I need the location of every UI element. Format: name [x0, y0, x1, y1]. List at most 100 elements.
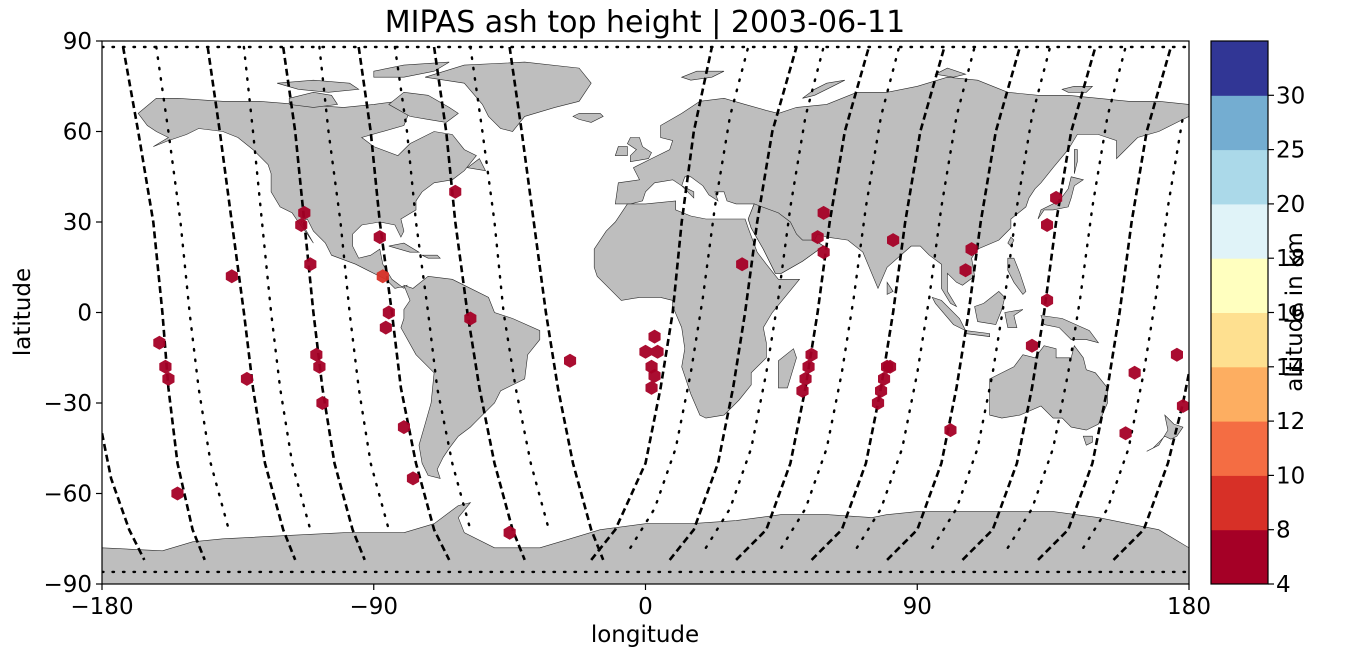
ash-detection-point	[397, 420, 410, 435]
orbit-track-dashed	[886, 46, 1022, 561]
land-philippines	[1007, 257, 1027, 295]
land-taiwan	[1007, 236, 1015, 247]
orbit-track-dotted	[931, 45, 1052, 549]
ash-detection-point	[817, 245, 830, 260]
ash-detection-point	[802, 359, 815, 374]
orbit-track-dotted	[780, 45, 901, 549]
ash-detection-point	[1170, 347, 1183, 362]
ash-detection-point	[875, 383, 888, 398]
y-axis-label: latitude	[10, 268, 36, 356]
land-layer	[102, 61, 1189, 584]
x-tick-label: 90	[903, 594, 932, 620]
colorbar-segment	[1211, 312, 1268, 368]
colorbar-segment	[1211, 203, 1268, 259]
land-newfoundland	[466, 158, 487, 172]
ash-detection-point	[799, 371, 812, 386]
ash-detection-point	[313, 359, 326, 374]
orbit-tracks-layer	[102, 45, 1189, 574]
ash-detection-point	[817, 205, 830, 220]
land-arctic-archipelago	[277, 79, 360, 93]
orbit-track-dashed	[810, 46, 946, 561]
orbit-track-dashed	[206, 46, 297, 561]
ash-detection-point	[464, 311, 477, 326]
plot-area	[102, 41, 1189, 584]
y-axis: −90 −60 −30 0 30 60 90	[43, 29, 102, 598]
colorbar-label: altitude in km	[1282, 232, 1308, 392]
ash-detection-point	[564, 353, 577, 368]
ash-detection-point	[406, 471, 420, 486]
ash-detection-point	[805, 347, 818, 362]
ash-detection-point	[171, 486, 184, 501]
y-tick-label: 30	[63, 210, 92, 236]
land-tasmania	[1082, 435, 1093, 446]
land-new-guinea	[1040, 315, 1100, 344]
colorbar-segment	[1211, 149, 1268, 205]
ash-detection-point	[887, 233, 900, 248]
land-greenland	[425, 61, 592, 132]
orbit-track-dotted	[242, 45, 312, 531]
ash-detection-point	[811, 230, 824, 245]
ash-detection-point	[796, 383, 809, 398]
ash-detection-point	[965, 242, 978, 257]
ash-detection-point	[1128, 365, 1141, 380]
orbit-track-dotted	[318, 45, 390, 531]
y-tick-label: −30	[43, 391, 92, 417]
colorbar-tick-label: 18	[1276, 246, 1305, 272]
colorbar-segment	[1211, 529, 1268, 585]
land-north-america	[137, 98, 477, 289]
ash-detection-point	[382, 305, 395, 320]
ash-detection-point	[884, 359, 897, 374]
ash-detection-point	[1176, 399, 1189, 413]
land-svalbard	[680, 70, 725, 81]
orbit-track-dashed	[357, 46, 451, 561]
chart-title: MIPAS ash top height | 2003-06-11	[385, 5, 905, 40]
ash-detection-point	[298, 205, 311, 220]
colorbar-tick-label: 8	[1276, 518, 1291, 544]
land-great-britain	[627, 137, 652, 163]
ash-detection-point	[1041, 293, 1054, 308]
land-hispaniola	[421, 254, 441, 259]
orbit-track-dashed	[1037, 46, 1173, 561]
land-arabia-peninsula-fill	[747, 203, 825, 274]
orbit-track-dotted	[469, 45, 551, 531]
land-cuba	[388, 242, 421, 253]
orbit-track-dotted	[704, 45, 825, 549]
ash-detection-point	[878, 371, 891, 386]
ash-detections-layer	[153, 184, 1189, 540]
orbit-track-dashed	[508, 46, 605, 561]
colorbar-segment	[1211, 475, 1268, 531]
x-tick-label: 0	[638, 594, 653, 620]
colorbar: 4 8 10 12 14 16 18 20 25 30	[1210, 40, 1305, 598]
orbit-track-dotted	[1006, 45, 1127, 549]
ash-detection-point	[162, 371, 175, 386]
ash-detection-point	[1119, 426, 1132, 441]
ash-detection-point	[959, 263, 972, 278]
orbit-track-dashed	[735, 46, 871, 561]
x-tick-label: −90	[349, 594, 398, 620]
ash-detection-point	[304, 257, 317, 272]
land-victoria-island	[288, 91, 339, 108]
colorbar-segment	[1211, 41, 1268, 96]
ash-detection-point	[159, 359, 172, 374]
colorbar-segment	[1211, 258, 1268, 313]
x-axis: −180 −90 0 90 180	[70, 584, 1211, 620]
ash-detection-point	[651, 344, 664, 359]
ash-detection-point	[1050, 190, 1063, 205]
ash-detection-point	[316, 396, 329, 410]
y-tick-label: −90	[43, 572, 92, 598]
ash-detection-point	[295, 218, 308, 232]
ash-detection-point	[376, 269, 389, 284]
orbit-track-dashed	[102, 432, 146, 561]
y-tick-label: 0	[77, 301, 92, 327]
orbit-track-dashed	[281, 46, 366, 561]
ash-detection-point	[310, 347, 323, 362]
ash-detection-point	[944, 423, 957, 438]
land-new-zealand	[1146, 414, 1184, 452]
orbit-track-dotted	[629, 45, 750, 549]
land-baffin-island	[388, 91, 459, 123]
colorbar-tick-label: 4	[1276, 572, 1291, 598]
land-australia	[989, 345, 1108, 431]
ash-detection-point	[1041, 218, 1054, 232]
ash-detection-point	[871, 396, 885, 410]
